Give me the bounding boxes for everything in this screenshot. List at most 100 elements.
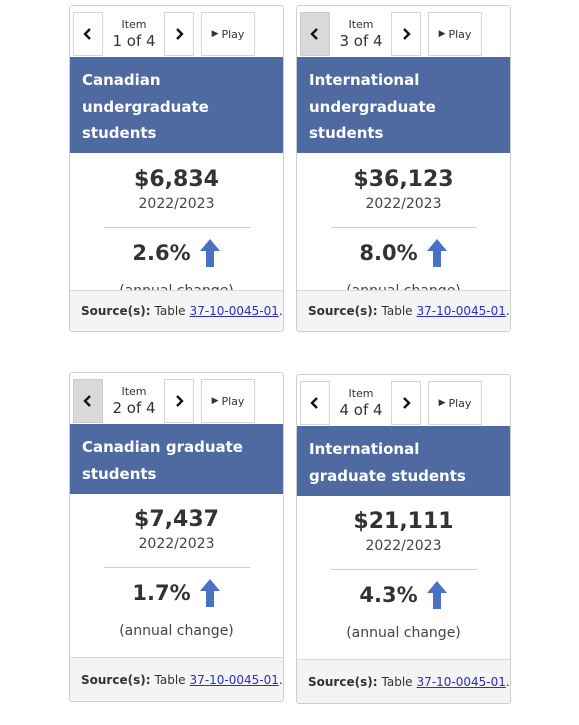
next-button[interactable]: [164, 379, 194, 423]
play-icon: ▶: [438, 29, 446, 39]
item-counter: Item 4 of 4: [333, 381, 389, 425]
play-label: Play: [221, 27, 245, 41]
previous-button[interactable]: [300, 12, 330, 56]
divider: [103, 567, 250, 568]
chevron-left-icon: [83, 395, 91, 407]
item-label: Item: [348, 386, 374, 400]
divider: [330, 569, 477, 570]
arrow-up-icon: [426, 581, 447, 609]
source-footer: Source(s): Table 37-10-0045-01 .: [297, 659, 510, 703]
annual-change-label: (annual change): [346, 625, 461, 641]
carousel-controls: Item 3 of 4 ▶ Play: [297, 6, 510, 57]
carousel-controls: Item 1 of 4 ▶ Play: [70, 6, 283, 57]
source-table-link[interactable]: 37-10-0045-01: [416, 304, 506, 318]
previous-button[interactable]: [73, 12, 103, 56]
academic-year: 2022/2023: [365, 196, 442, 212]
source-label: Source(s):: [308, 674, 378, 689]
carousel-controls: Item 2 of 4 ▶ Play: [70, 373, 283, 424]
card-title: International undergraduate students: [297, 57, 510, 153]
item-counter: Item 2 of 4: [106, 379, 162, 423]
academic-year: 2022/2023: [138, 196, 215, 212]
play-label: Play: [448, 396, 472, 410]
change-row: 8.0%: [297, 236, 510, 270]
academic-year: 2022/2023: [138, 536, 215, 552]
item-counter: Item 1 of 4: [106, 12, 162, 56]
arrow-up-icon: [199, 239, 220, 267]
source-footer: Source(s): Table 37-10-0045-01 .: [70, 657, 283, 701]
card-body: $6,834 2022/2023 2.6% (annual change): [70, 153, 283, 300]
play-button[interactable]: ▶ Play: [201, 379, 255, 423]
chevron-left-icon: [310, 397, 318, 409]
next-button[interactable]: [164, 12, 194, 56]
play-icon: ▶: [438, 398, 446, 408]
source-footer: Source(s): Table 37-10-0045-01 .: [297, 290, 510, 331]
change-row: 1.7%: [70, 576, 283, 610]
infographic-card-canadian-undergraduate: Item 1 of 4 ▶ Play Canadian undergraduat…: [69, 5, 284, 332]
card-body: $36,123 2022/2023 8.0% (annual change): [297, 153, 510, 300]
next-button[interactable]: [391, 381, 421, 425]
academic-year: 2022/2023: [365, 538, 442, 554]
next-button[interactable]: [391, 12, 421, 56]
play-button[interactable]: ▶ Play: [201, 12, 255, 56]
annual-change-value: 8.0%: [359, 241, 418, 265]
source-table-prefix: Table: [381, 674, 413, 689]
source-table-link[interactable]: 37-10-0045-01: [189, 304, 279, 318]
chevron-left-icon: [83, 28, 91, 40]
infographic-card-canadian-graduate: Item 2 of 4 ▶ Play Canadian graduate stu…: [69, 372, 284, 702]
source-label: Source(s):: [81, 304, 151, 318]
source-footer: Source(s): Table 37-10-0045-01 .: [70, 290, 283, 331]
card-body: $7,437 2022/2023 1.7% (annual change): [70, 494, 283, 640]
divider: [103, 227, 250, 228]
card-title: Canadian graduate students: [70, 424, 283, 494]
annual-change-label: (annual change): [119, 623, 234, 639]
chevron-left-icon: [310, 28, 318, 40]
annual-change-value: 4.3%: [359, 583, 418, 607]
item-position: 3 of 4: [339, 31, 383, 50]
arrow-up-icon: [199, 579, 220, 607]
source-table-link[interactable]: 37-10-0045-01: [416, 674, 506, 689]
annual-change-value: 1.7%: [132, 581, 191, 605]
play-icon: ▶: [211, 29, 219, 39]
play-button[interactable]: ▶ Play: [428, 12, 482, 56]
chevron-right-icon: [403, 397, 411, 409]
fee-value: $36,123: [353, 167, 454, 192]
source-table-prefix: Table: [154, 304, 186, 318]
chevron-right-icon: [176, 28, 184, 40]
item-label: Item: [121, 384, 147, 398]
arrow-up-icon: [426, 239, 447, 267]
infographic-card-international-undergraduate: Item 3 of 4 ▶ Play International undergr…: [296, 5, 511, 332]
item-label: Item: [348, 17, 374, 31]
infographic-card-international-graduate: Item 4 of 4 ▶ Play International graduat…: [296, 374, 511, 704]
source-label: Source(s):: [308, 304, 378, 318]
play-icon: ▶: [211, 396, 219, 406]
source-suffix: .: [278, 672, 283, 687]
change-row: 4.3%: [297, 578, 510, 612]
item-counter: Item 3 of 4: [333, 12, 389, 56]
annual-change-value: 2.6%: [132, 241, 191, 265]
card-title: International graduate students: [297, 426, 510, 496]
source-table-prefix: Table: [154, 672, 186, 687]
previous-button[interactable]: [300, 381, 330, 425]
fee-value: $21,111: [353, 509, 454, 534]
source-table-link[interactable]: 37-10-0045-01: [189, 672, 279, 687]
source-suffix: .: [505, 304, 510, 318]
carousel-controls: Item 4 of 4 ▶ Play: [297, 375, 510, 426]
divider: [330, 227, 477, 228]
fee-value: $6,834: [134, 167, 219, 192]
play-label: Play: [448, 27, 472, 41]
change-row: 2.6%: [70, 236, 283, 270]
item-position: 1 of 4: [112, 31, 156, 50]
item-label: Item: [121, 17, 147, 31]
play-button[interactable]: ▶ Play: [428, 381, 482, 425]
source-label: Source(s):: [81, 672, 151, 687]
item-position: 2 of 4: [112, 398, 156, 417]
card-title: Canadian undergraduate students: [70, 57, 283, 153]
chevron-right-icon: [403, 28, 411, 40]
chevron-right-icon: [176, 395, 184, 407]
fee-value: $7,437: [134, 507, 219, 532]
item-position: 4 of 4: [339, 400, 383, 419]
source-suffix: .: [505, 674, 510, 689]
previous-button[interactable]: [73, 379, 103, 423]
card-body: $21,111 2022/2023 4.3% (annual change): [297, 496, 510, 642]
play-label: Play: [221, 394, 245, 408]
